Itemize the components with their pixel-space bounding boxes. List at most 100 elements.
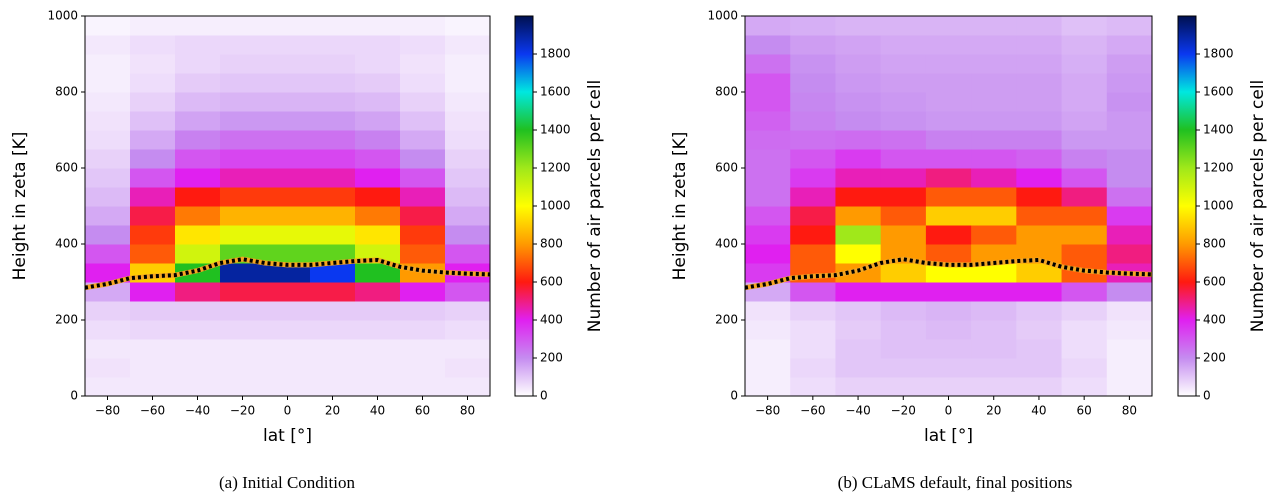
cell bbox=[85, 301, 131, 321]
cell bbox=[175, 130, 221, 150]
cell bbox=[790, 301, 836, 321]
cell bbox=[445, 339, 490, 359]
cell bbox=[971, 168, 1017, 188]
caption: (a) Initial Condition bbox=[219, 473, 355, 492]
cell bbox=[925, 301, 972, 321]
cell bbox=[175, 244, 221, 264]
cell bbox=[1061, 358, 1108, 378]
cell bbox=[1061, 130, 1108, 150]
cell bbox=[745, 225, 791, 245]
cell bbox=[175, 187, 221, 207]
cell bbox=[745, 339, 791, 359]
cell bbox=[1016, 168, 1063, 188]
cell bbox=[310, 282, 356, 302]
cell bbox=[971, 339, 1017, 359]
cell bbox=[1061, 73, 1108, 93]
cell bbox=[790, 339, 836, 359]
cell bbox=[265, 54, 311, 74]
cell bbox=[130, 54, 176, 74]
cell bbox=[925, 358, 972, 378]
cell bbox=[835, 320, 882, 340]
cell bbox=[925, 320, 972, 340]
cell bbox=[971, 263, 1017, 283]
cell bbox=[310, 130, 356, 150]
cell bbox=[835, 73, 882, 93]
cell bbox=[835, 187, 882, 207]
cell bbox=[835, 149, 882, 169]
cell bbox=[880, 187, 927, 207]
cell bbox=[445, 73, 490, 93]
cell bbox=[971, 358, 1017, 378]
cell bbox=[790, 244, 836, 264]
cell bbox=[445, 206, 490, 226]
cell bbox=[1016, 92, 1063, 112]
cell bbox=[925, 225, 972, 245]
colorbar-tick-label: 600 bbox=[540, 275, 563, 289]
cell bbox=[445, 301, 490, 321]
colorbar-tick-label: 800 bbox=[540, 237, 563, 251]
x-tick-label: 60 bbox=[415, 404, 430, 418]
cell bbox=[130, 225, 176, 245]
cell bbox=[85, 206, 131, 226]
cell bbox=[790, 320, 836, 340]
cell bbox=[745, 149, 791, 169]
cell bbox=[265, 263, 311, 283]
x-tick-label: −80 bbox=[755, 404, 780, 418]
cell bbox=[745, 16, 791, 36]
cell bbox=[835, 244, 882, 264]
cell bbox=[310, 377, 356, 396]
cell bbox=[355, 225, 401, 245]
cell bbox=[445, 225, 490, 245]
cell bbox=[355, 54, 401, 74]
colorbar-label: Number of air parcels per cell bbox=[585, 80, 605, 333]
colorbar-label: Number of air parcels per cell bbox=[1248, 80, 1268, 333]
cell bbox=[265, 301, 311, 321]
cell bbox=[265, 282, 311, 302]
cell bbox=[445, 168, 490, 188]
cell bbox=[355, 130, 401, 150]
cell bbox=[1016, 358, 1063, 378]
cell bbox=[355, 35, 401, 55]
cell bbox=[1061, 54, 1108, 74]
x-tick-label: 60 bbox=[1077, 404, 1092, 418]
cell bbox=[1061, 301, 1108, 321]
cell bbox=[400, 35, 446, 55]
cell bbox=[310, 149, 356, 169]
cell bbox=[310, 358, 356, 378]
cell bbox=[745, 263, 791, 283]
cell bbox=[1106, 111, 1152, 131]
cell bbox=[971, 206, 1017, 226]
cell bbox=[175, 358, 221, 378]
cell bbox=[220, 73, 266, 93]
cell bbox=[310, 54, 356, 74]
colorbar-tick-label: 1600 bbox=[540, 85, 571, 99]
colorbar-tick-label: 1400 bbox=[540, 123, 571, 137]
cell bbox=[265, 339, 311, 359]
cell bbox=[1106, 282, 1152, 302]
cell bbox=[220, 301, 266, 321]
cell bbox=[175, 377, 221, 396]
cell bbox=[1016, 111, 1063, 131]
cell bbox=[880, 73, 927, 93]
cell bbox=[265, 320, 311, 340]
cell bbox=[355, 149, 401, 169]
cell bbox=[130, 301, 176, 321]
y-tick-label: 600 bbox=[715, 161, 738, 175]
cell bbox=[925, 187, 972, 207]
cell bbox=[835, 111, 882, 131]
cell bbox=[85, 54, 131, 74]
cell bbox=[925, 149, 972, 169]
cell bbox=[445, 111, 490, 131]
cell bbox=[971, 16, 1017, 36]
cell bbox=[400, 16, 446, 36]
cell bbox=[1016, 130, 1063, 150]
cell bbox=[1106, 206, 1152, 226]
y-tick-label: 800 bbox=[55, 85, 78, 99]
cell bbox=[265, 168, 311, 188]
cell bbox=[1106, 377, 1152, 396]
cell bbox=[130, 130, 176, 150]
cell bbox=[790, 225, 836, 245]
cell bbox=[1061, 187, 1108, 207]
cell bbox=[1106, 149, 1152, 169]
cell bbox=[790, 130, 836, 150]
